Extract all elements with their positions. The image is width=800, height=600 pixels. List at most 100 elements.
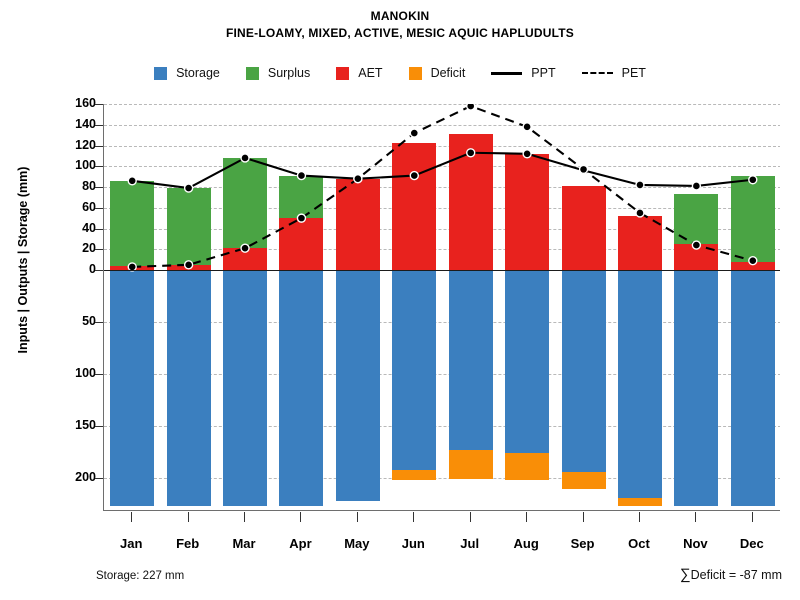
gridline-lower-50 <box>104 321 780 323</box>
y-tick-label-lower-200: 200 <box>75 469 96 484</box>
y-tick-mark-upper-100 <box>95 166 103 168</box>
y-tick-mark-lower-150 <box>95 425 103 427</box>
ppt-line <box>132 151 753 190</box>
chart-title: MANOKIN FINE-LOAMY, MIXED, ACTIVE, MESIC… <box>0 8 800 42</box>
ppt-point-feb <box>183 183 194 193</box>
legend-swatch-deficit-icon <box>408 66 422 80</box>
bar-surplus-dec <box>730 175 775 262</box>
bar-aet-aug <box>505 153 550 270</box>
pet-point-oct <box>635 208 645 218</box>
gridline-upper-60 <box>104 207 780 209</box>
legend-label-storage: Storage <box>176 66 220 80</box>
y-tick-label-lower-100: 100 <box>75 365 96 380</box>
y-tick-mark-lower-200 <box>95 477 103 479</box>
legend-label-ppt: PPT <box>531 66 556 80</box>
x-tick-mark-jul <box>469 512 471 522</box>
y-tick-mark-upper-0 <box>95 270 103 271</box>
gridline-lower-200 <box>104 477 780 479</box>
y-tick-label-upper-80: 80 <box>82 179 96 193</box>
legend-item-storage[interactable]: Storage <box>154 66 220 80</box>
ppt-point-nov <box>691 181 702 191</box>
y-tick-mark-upper-140 <box>95 124 103 126</box>
legend-swatch-aet-icon <box>336 66 350 80</box>
x-tick-mark-nov <box>695 512 697 522</box>
y-tick-label-lower-50: 50 <box>82 313 96 328</box>
y-tick-label-upper-140: 140 <box>75 116 96 131</box>
ppt-point-jul <box>466 148 476 158</box>
bar-deficit-jun <box>392 469 437 480</box>
pet-point-jul <box>466 104 476 111</box>
legend-item-ppt[interactable]: PPT <box>491 66 556 80</box>
gridline-upper-140 <box>104 124 780 126</box>
chart-legend: Storage Surplus AET Deficit PPT PET <box>0 66 800 80</box>
legend-label-deficit: Deficit <box>430 66 466 80</box>
bar-aet-jun <box>392 143 437 270</box>
pet-point-mar <box>240 243 250 253</box>
pet-point-feb <box>183 260 194 270</box>
bar-storage-sep <box>561 270 606 472</box>
ppt-point-aug <box>522 149 532 159</box>
deficit-note-text: Deficit = -87 mm <box>690 568 782 582</box>
pet-point-sep <box>578 164 589 175</box>
x-tick-label-mar: Mar <box>232 536 256 551</box>
y-tick-mark-upper-60 <box>95 207 103 209</box>
x-tick-mark-dec <box>751 512 753 522</box>
y-tick-mark-upper-80 <box>95 187 103 188</box>
y-tick-label-upper-160: 160 <box>75 96 96 110</box>
x-tick-label-dec: Dec <box>739 536 764 551</box>
y-tick-label-upper-120: 120 <box>75 137 96 152</box>
bar-aet-oct <box>617 216 662 270</box>
x-tick-label-nov: Nov <box>683 536 708 551</box>
pet-point-aug <box>522 122 532 132</box>
bar-deficit-oct <box>617 497 662 506</box>
legend-swatch-storage-icon <box>154 66 168 80</box>
legend-item-pet[interactable]: PET <box>581 66 646 80</box>
gridline-upper-40 <box>104 228 780 230</box>
pet-point-nov <box>691 240 702 250</box>
y-tick-label-upper-20: 20 <box>82 241 96 256</box>
legend-label-aet: AET <box>358 66 383 80</box>
ppt-point-oct <box>635 180 645 190</box>
pet-point-dec <box>748 255 758 266</box>
gridline-lower-150 <box>104 425 780 427</box>
bar-storage-jul <box>448 270 493 450</box>
y-tick-label-upper-100: 100 <box>75 158 96 173</box>
y-tick-mark-upper-20 <box>95 249 103 251</box>
legend-swatch-surplus-icon <box>245 66 259 80</box>
bar-deficit-sep <box>561 471 606 490</box>
x-tick-label-jun: Jun <box>401 536 425 551</box>
x-tick-mark-jun <box>413 512 415 522</box>
gridline-upper-120 <box>104 145 780 147</box>
gridline-lower-100 <box>104 373 780 375</box>
y-tick-mark-lower-50 <box>95 321 103 323</box>
bar-storage-dec <box>730 270 775 506</box>
bar-deficit-jul <box>448 449 493 479</box>
y-tick-label-upper-40: 40 <box>82 220 96 235</box>
legend-item-deficit[interactable]: Deficit <box>408 66 466 80</box>
chart-title-line-1: MANOKIN <box>370 9 430 23</box>
legend-item-surplus[interactable]: Surplus <box>245 66 310 80</box>
y-tick-label-upper-0: 0 <box>89 262 96 276</box>
ppt-point-apr <box>296 170 307 181</box>
sigma-symbol: ∑ <box>679 566 691 583</box>
legend-item-aet[interactable]: AET <box>336 66 383 80</box>
gridline-upper-100 <box>104 166 780 168</box>
bar-surplus-jan <box>110 180 155 266</box>
x-tick-label-feb: Feb <box>176 536 200 551</box>
bar-deficit-aug <box>505 452 550 480</box>
x-tick-mark-aug <box>526 512 528 522</box>
x-tick-label-aug: Aug <box>513 536 539 551</box>
y-tick-label-lower-150: 150 <box>75 417 96 432</box>
x-tick-mark-mar <box>244 512 246 522</box>
bar-surplus-mar <box>223 157 268 249</box>
zero-line <box>104 270 780 271</box>
bar-aet-mar <box>223 248 268 270</box>
bar-storage-nov <box>674 270 719 506</box>
bar-surplus-apr <box>279 175 324 219</box>
pet-line <box>132 104 754 268</box>
bar-aet-sep <box>561 185 606 270</box>
bar-aet-apr <box>279 218 324 270</box>
storage-note: Storage: 227 mm <box>96 570 185 582</box>
deficit-note: ∑Deficit = -87 mm <box>680 566 782 583</box>
bar-storage-apr <box>279 270 324 506</box>
